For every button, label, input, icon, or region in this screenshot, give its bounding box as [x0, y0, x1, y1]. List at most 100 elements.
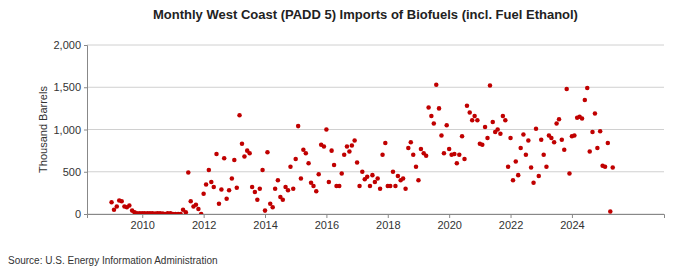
data-point: [426, 105, 431, 110]
grid-line: [87, 87, 664, 88]
data-point: [378, 186, 383, 191]
x-tick-mark: [388, 214, 389, 218]
y-tick: 500: [63, 166, 87, 178]
data-point: [230, 176, 235, 181]
data-point: [188, 199, 193, 204]
grid-line: [87, 129, 664, 130]
data-point: [209, 180, 214, 185]
x-tick: 2010: [131, 214, 155, 231]
data-point: [587, 149, 592, 154]
data-point: [608, 209, 613, 214]
data-point: [557, 117, 562, 122]
data-point: [314, 189, 319, 194]
x-axis-line: [88, 215, 665, 219]
data-point: [544, 164, 549, 169]
data-point: [201, 191, 206, 196]
data-point: [365, 175, 370, 180]
x-axis: 20102012201420162018202020222024: [88, 214, 665, 231]
data-point: [508, 136, 513, 141]
data-point: [235, 186, 240, 191]
x-tick: 2018: [376, 214, 400, 231]
data-point: [442, 151, 447, 156]
data-point: [296, 124, 301, 129]
data-point: [115, 204, 120, 209]
x-tick-label: 2016: [315, 219, 339, 231]
grid-line: [87, 45, 664, 46]
source: Source: U.S. Energy Information Administ…: [8, 255, 218, 266]
data-point: [429, 114, 434, 119]
data-point: [414, 164, 419, 169]
data-point: [444, 123, 449, 128]
data-point: [516, 173, 521, 178]
data-point: [518, 146, 523, 151]
data-point: [263, 208, 268, 213]
data-point: [237, 113, 242, 118]
data-point: [552, 140, 557, 145]
data-point: [521, 132, 526, 137]
data-point: [355, 160, 360, 165]
data-point: [270, 205, 275, 210]
data-point: [194, 202, 199, 207]
data-point: [437, 106, 442, 111]
data-point: [424, 153, 429, 158]
y-axis-title: Thousand Barrels: [37, 86, 49, 173]
data-point: [255, 197, 260, 202]
data-point: [537, 174, 542, 179]
data-point: [247, 151, 252, 156]
data-point: [595, 146, 600, 151]
data-point: [232, 158, 237, 163]
data-point: [447, 147, 452, 152]
data-point: [610, 165, 615, 170]
data-point: [258, 186, 263, 191]
x-tick: 2012: [192, 214, 216, 231]
data-point: [306, 161, 311, 166]
data-point: [531, 180, 536, 185]
y-tick: 2,000: [53, 39, 87, 51]
data-point: [583, 98, 588, 103]
data-point: [219, 187, 224, 192]
x-tick-label: 2024: [560, 219, 584, 231]
title: Monthly West Coast (PADD 5) Imports of B…: [153, 7, 578, 22]
y-tick-mark: [84, 130, 87, 131]
data-point: [564, 87, 569, 92]
x-tick-label: 2018: [376, 219, 400, 231]
data-point: [490, 120, 495, 125]
data-point: [281, 197, 286, 202]
x-tick-label: 2012: [192, 219, 216, 231]
data-point: [539, 137, 544, 142]
y-tick-mark: [84, 87, 87, 88]
chart: Monthly West Coast (PADD 5) Imports of B…: [0, 0, 675, 275]
data-point: [357, 184, 362, 189]
x-tick-mark: [326, 214, 327, 218]
data-point: [409, 140, 414, 145]
y-tick-label: 0: [75, 208, 81, 220]
x-tick-mark: [265, 214, 266, 218]
data-point: [186, 170, 191, 175]
data-point: [434, 82, 439, 87]
data-point: [337, 184, 342, 189]
data-point: [360, 169, 365, 174]
data-point: [224, 197, 229, 202]
data-point: [352, 138, 357, 143]
y-tick-label: 1,000: [53, 124, 81, 136]
points: [109, 82, 615, 214]
data-point: [293, 157, 298, 162]
data-point: [214, 152, 219, 157]
data-point: [396, 174, 401, 179]
data-point: [501, 114, 506, 119]
data-point: [572, 133, 577, 138]
data-point: [457, 153, 462, 158]
data-point: [253, 190, 258, 195]
data-point: [567, 171, 572, 176]
data-point: [606, 141, 611, 146]
data-point: [603, 164, 608, 169]
data-point: [299, 176, 304, 181]
x-tick-mark: [204, 214, 205, 218]
data-point: [541, 153, 546, 158]
data-point: [207, 168, 212, 173]
data-point: [580, 116, 585, 121]
data-point: [475, 118, 480, 123]
data-point: [406, 146, 411, 151]
data-point: [432, 121, 437, 126]
data-point: [462, 157, 467, 162]
